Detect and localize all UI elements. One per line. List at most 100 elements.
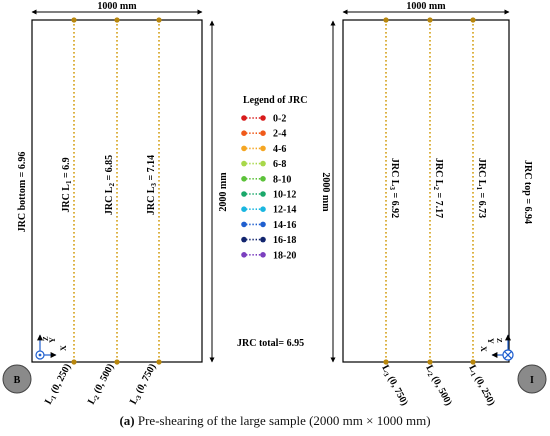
legend-swatch-dot xyxy=(241,236,247,243)
right-height-label: 2000 mm xyxy=(320,172,331,212)
legend-item-label: 14-16 xyxy=(273,220,296,231)
legend-swatch-dot xyxy=(241,115,247,121)
legend-swatch-dot xyxy=(241,160,247,167)
legend-items: 0-2 2-4 4-6 6-8 8-10 10-12 12-14 14-16 16-18 18-2… xyxy=(241,114,296,261)
right-width-label: 1000 mm xyxy=(406,1,446,12)
right-panel: 1000 mm 2000 mm JRC top = 6.94 JRC L3 = … xyxy=(320,1,547,408)
profile-line-l1-right xyxy=(470,17,476,365)
profile-line-l3-right xyxy=(383,17,389,365)
profile-line-endpoint xyxy=(470,17,476,23)
jrc-l1-right-label: JRC L1 = 6.73 xyxy=(475,158,487,218)
legend-swatch-dot xyxy=(241,130,247,136)
left-axis-x: X xyxy=(59,345,68,351)
legend-swatch-dot xyxy=(241,252,247,258)
legend-item: 6-8 xyxy=(241,159,286,170)
legend-item: 0-2 xyxy=(241,114,286,125)
jrc-l3-right-label: JRC L3 = 6.92 xyxy=(388,158,400,218)
legend-swatch-dot xyxy=(260,115,266,121)
profile-line-endpoint xyxy=(427,17,433,23)
legend-swatch-dot xyxy=(260,236,266,243)
right-sample-outline xyxy=(342,19,510,363)
right-axis-y: Y xyxy=(486,338,495,344)
jrc-bottom-label: JRC bottom = 6.96 xyxy=(17,152,28,233)
coord-l3-left: L3 (0, 750) xyxy=(128,362,159,407)
marker-b-label: B xyxy=(14,375,21,386)
legend-item: 12-14 xyxy=(241,205,296,216)
legend-item: 4-6 xyxy=(241,144,286,155)
legend-swatch-dot xyxy=(260,206,266,212)
legend-title: Legend of JRC xyxy=(243,95,307,106)
profile-line-endpoint xyxy=(470,359,476,365)
jrc-l1-left-label: JRC L1 = 6.9 xyxy=(61,157,73,212)
coord-l1-right: L1 (0, 250) xyxy=(465,363,496,408)
legend-swatch-dot xyxy=(241,221,247,228)
legend-swatch-dot xyxy=(260,252,266,258)
legend-item-label: 6-8 xyxy=(273,159,286,170)
caption-tag: (a) xyxy=(119,413,135,428)
profile-line-endpoint xyxy=(156,359,162,365)
legend-item-label: 0-2 xyxy=(273,114,286,125)
legend-item: 18-20 xyxy=(241,250,296,261)
legend-item: 16-18 xyxy=(241,235,296,246)
legend-swatch-dot xyxy=(241,206,247,212)
legend-item-label: 10-12 xyxy=(273,190,296,201)
legend-swatch-dot xyxy=(260,160,266,167)
profile-line-endpoint xyxy=(383,17,389,23)
legend-swatch-dot xyxy=(260,191,266,197)
legend-swatch-dot xyxy=(260,145,266,152)
profile-line-endpoint xyxy=(71,17,77,23)
left-sample-outline xyxy=(31,19,203,363)
marker-i-label: I xyxy=(530,375,534,386)
legend: Legend of JRC 0-2 2-4 4-6 6-8 8-10 10-12 12-14… xyxy=(241,95,307,261)
left-axis-gizmo: Z Y X xyxy=(35,334,68,360)
legend-item: 2-4 xyxy=(241,129,286,140)
legend-item: 10-12 xyxy=(241,190,296,201)
left-axis-y: Y xyxy=(48,337,57,343)
legend-swatch-dot xyxy=(260,176,266,182)
jrc-l2-right-label: JRC L2 = 7.17 xyxy=(432,158,444,218)
jrc-top-label: JRC top = 6.94 xyxy=(522,160,533,224)
legend-item-label: 4-6 xyxy=(273,144,286,155)
jrc-l2-left-label: JRC L2 = 6.85 xyxy=(104,155,116,215)
left-panel: 1000 mm 2000 mm JRC bottom = 6.96 JRC L1… xyxy=(2,1,229,407)
left-height-label: 2000 mm xyxy=(218,172,229,212)
left-axis-z: Z xyxy=(42,336,50,341)
legend-item: 14-16 xyxy=(241,220,296,231)
coord-l2-right: L2 (0, 500) xyxy=(422,363,453,408)
marker-i-icon xyxy=(517,364,547,394)
right-axis-x: X xyxy=(479,346,488,352)
coord-l2-left: L2 (0, 500) xyxy=(86,362,117,407)
jrc-l3-left-label: JRC L3 = 7.14 xyxy=(146,155,158,215)
profile-line-endpoint xyxy=(427,359,433,365)
left-width-label: 1000 mm xyxy=(97,1,137,12)
legend-item-label: 8-10 xyxy=(273,174,291,185)
profile-line-l1-left xyxy=(71,17,77,365)
jrc-total-label: JRC total= 6.95 xyxy=(237,338,304,349)
legend-swatch-dot xyxy=(241,191,247,197)
profile-line-endpoint xyxy=(114,17,120,23)
legend-item-label: 16-18 xyxy=(273,235,296,246)
legend-item-label: 12-14 xyxy=(273,205,296,216)
marker-b-icon xyxy=(2,364,32,394)
profile-line-l2-left xyxy=(114,17,120,365)
legend-item-label: 2-4 xyxy=(273,129,286,140)
legend-item-label: 18-20 xyxy=(273,250,296,261)
legend-swatch-dot xyxy=(241,145,247,152)
right-axis-z: Z xyxy=(495,338,503,343)
coord-l1-left: L1 (0, 250) xyxy=(43,362,74,407)
caption-text: Pre-shearing of the large sample (2000 m… xyxy=(134,413,431,428)
coord-l3-right: L3 (0, 750) xyxy=(378,363,409,408)
legend-swatch-dot xyxy=(260,130,266,136)
profile-line-endpoint xyxy=(156,17,162,23)
profile-line-l3-left xyxy=(156,17,162,365)
profile-line-endpoint xyxy=(114,359,120,365)
profile-line-endpoint xyxy=(383,359,389,365)
legend-item: 8-10 xyxy=(241,174,291,185)
profile-line-endpoint xyxy=(71,359,77,365)
profile-line-l2-right xyxy=(427,17,433,365)
right-axis-gizmo: Z Y X xyxy=(479,334,514,361)
figure-caption: (a) Pre-shearing of the large sample (20… xyxy=(0,413,550,429)
legend-swatch-dot xyxy=(241,176,247,182)
legend-swatch-dot xyxy=(260,221,266,228)
